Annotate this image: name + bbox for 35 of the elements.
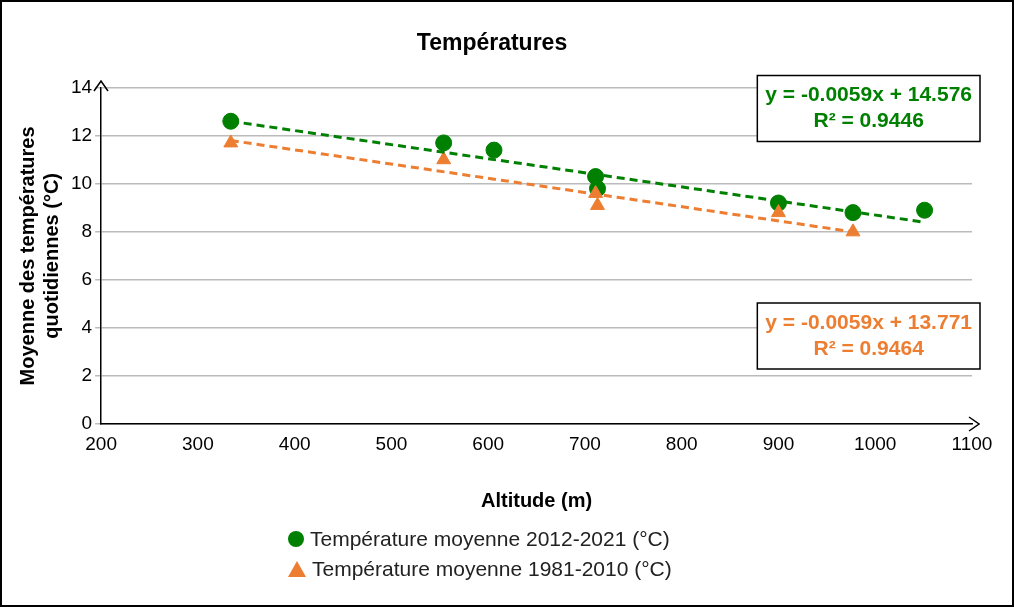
- y-tick-label: 4: [81, 316, 93, 338]
- y-tick-label: 10: [70, 172, 93, 194]
- y-tick-label: 2: [81, 364, 93, 386]
- annotation: y = -0.0059x + 13.771 R² = 0.9464: [765, 309, 973, 359]
- x-tick-label: 700: [569, 432, 601, 454]
- y-tick-label: 8: [81, 220, 93, 242]
- x-tick-label: 400: [278, 432, 311, 454]
- y-tick-label: 12: [70, 123, 93, 145]
- point: [844, 204, 862, 222]
- x-tick-label: 1000: [854, 432, 897, 454]
- x-tick-label: 300: [182, 432, 214, 454]
- legend-label: Température moyenne 2012-2021 (°C): [310, 526, 670, 552]
- point: [916, 201, 934, 219]
- chart-title: Températures: [416, 29, 568, 56]
- y-axis-title: Moyenne des températures quotidiennes (°C): [15, 126, 62, 386]
- y-tick-label: 14: [70, 75, 93, 97]
- point: [436, 151, 452, 165]
- point: [485, 141, 503, 159]
- x-tick-label: 900: [762, 432, 795, 454]
- point: [771, 204, 786, 218]
- x-tick-label: 500: [375, 432, 408, 454]
- x-tick-label: 800: [665, 432, 698, 454]
- point: [435, 134, 453, 152]
- x-tick-label: 1100: [951, 432, 993, 454]
- point: [845, 223, 861, 237]
- point: [222, 112, 240, 130]
- annotation: y = -0.0059x + 14.576 R² = 0.9446: [765, 82, 972, 132]
- y-tick-label: 0: [81, 412, 93, 434]
- point: [590, 196, 605, 210]
- legend-label: Température moyenne 1981-2010 (°C): [312, 556, 672, 582]
- x-tick-label: 600: [472, 432, 505, 454]
- point: [223, 134, 239, 148]
- x-tick-label: 200: [85, 432, 117, 454]
- y-tick-label: 6: [81, 268, 93, 290]
- x-axis-title: Altitude (m): [481, 488, 593, 511]
